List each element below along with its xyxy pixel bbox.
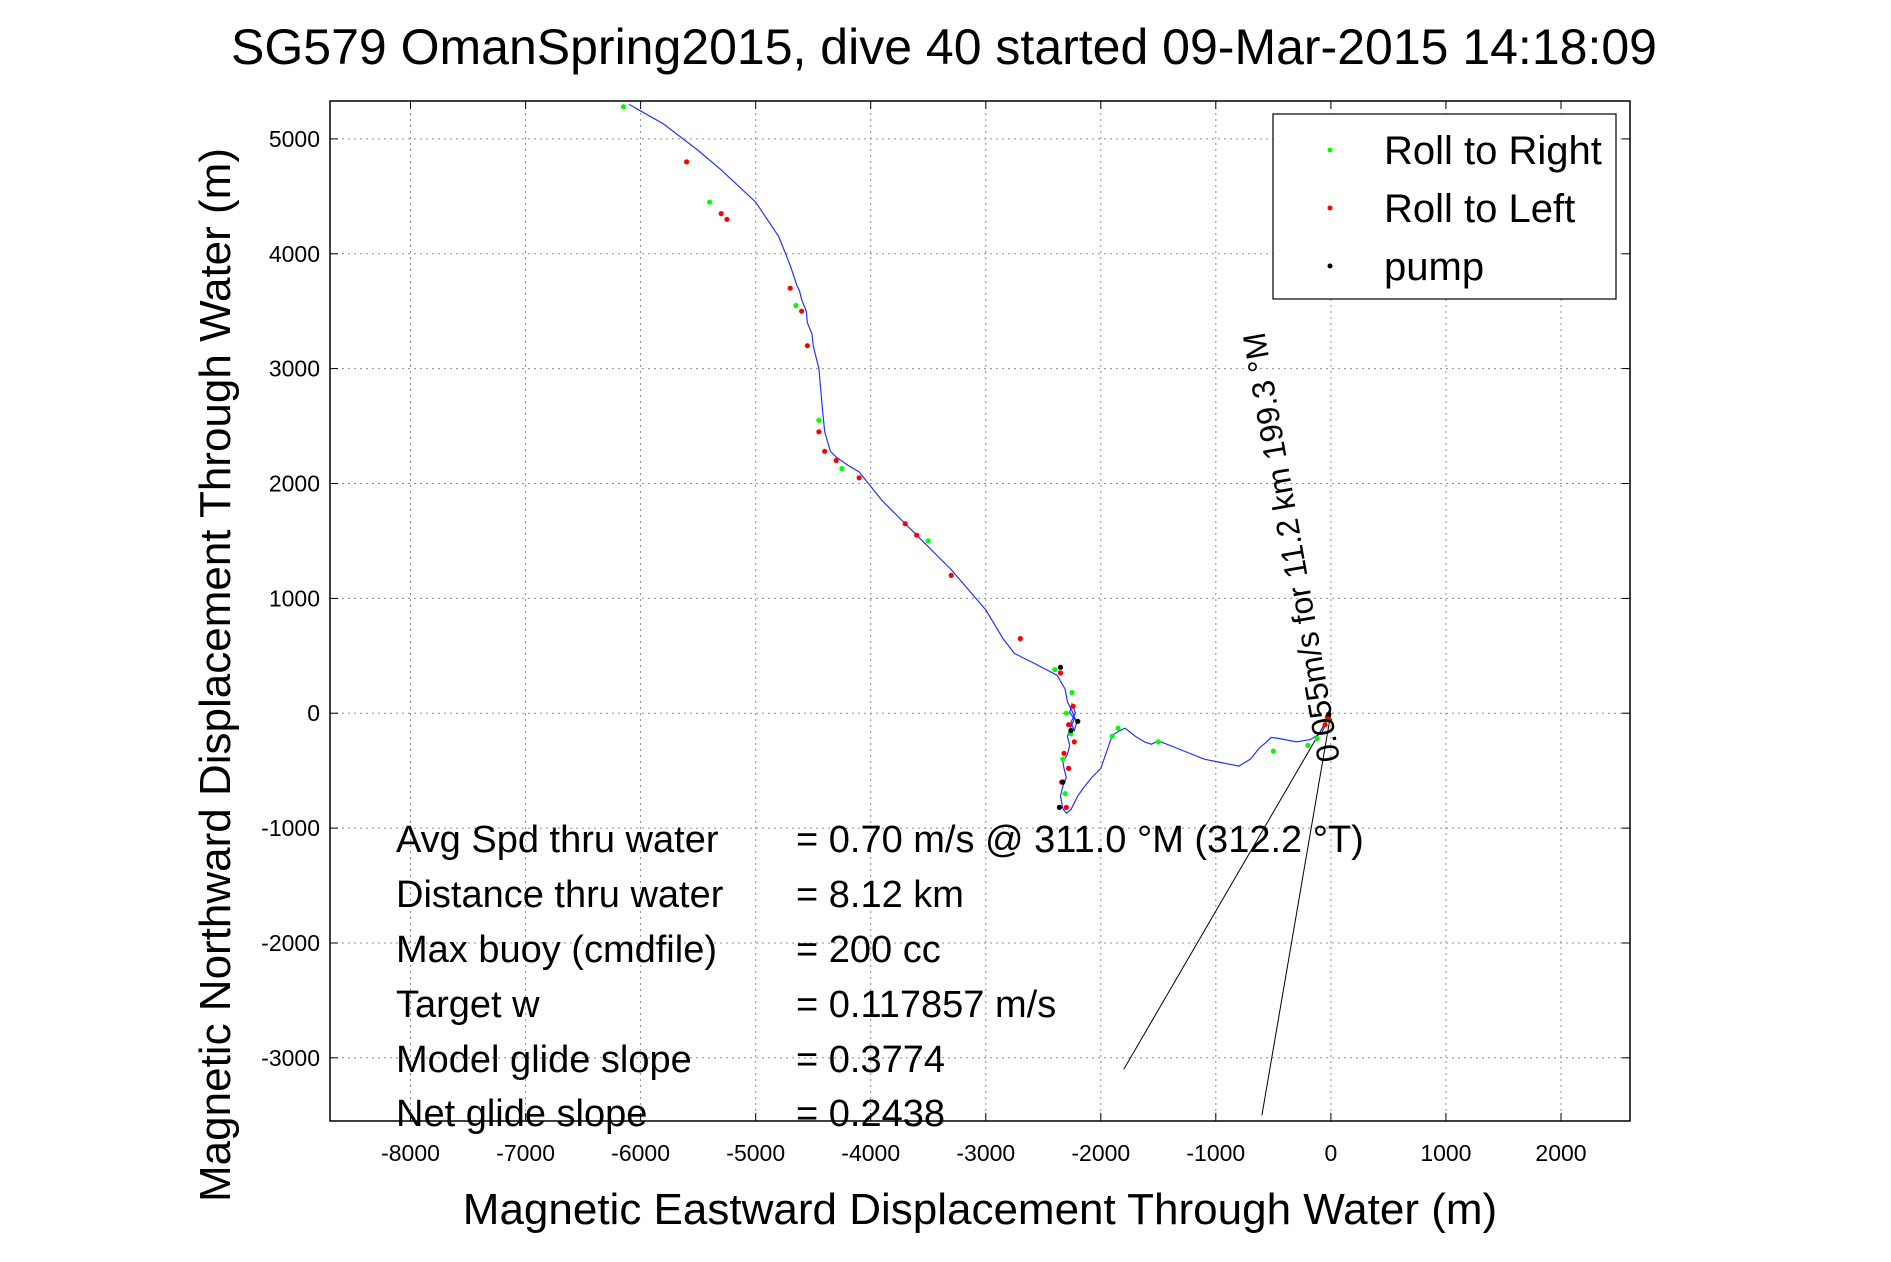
roll-right-marker (1155, 739, 1161, 745)
x-tick-label: -8000 (381, 1140, 440, 1166)
stat-value-max-buoy: = 200 cc (796, 929, 941, 971)
roll-left-marker (724, 216, 730, 222)
roll-left-marker (856, 475, 862, 481)
roll-left-marker (1066, 722, 1072, 728)
chart-title: SG579 OmanSpring2015, dive 40 started 09… (231, 19, 1657, 75)
roll-left-marker (833, 457, 839, 464)
current-annotation: 0.055m/s for 11.2 km 199.3 °M (1236, 330, 1347, 765)
stat-value-avg-speed: = 0.70 m/s @ 311.0 °M (312.2 °T) (796, 819, 1364, 861)
glider-track-line (628, 103, 1332, 815)
x-axis-label: Magnetic Eastward Displacement Through W… (463, 1185, 1497, 1234)
x-tick-label: 0 (1325, 1140, 1338, 1166)
legend-marker-roll-right (1327, 147, 1333, 153)
roll-right-marker (1270, 748, 1276, 754)
roll-left-marker (1322, 722, 1328, 728)
legend-marker-roll-left (1327, 205, 1333, 211)
roll-right-marker (1060, 756, 1066, 762)
roll-left-marker (1057, 670, 1064, 676)
x-tick-label: -3000 (956, 1140, 1015, 1166)
stat-value-model-glide: = 0.3774 (796, 1039, 945, 1081)
legend-label-pump: pump (1384, 245, 1484, 289)
roll-left-marker (799, 308, 805, 314)
roll-left-marker (1327, 717, 1333, 723)
axis-ticks: -8000 -7000 -6000 -5000 -4000 -3000 -2000 -1000… (261, 101, 1630, 1166)
roll-left-marker (816, 429, 822, 435)
y-axis-label: Magnetic Northward Displacement Through … (191, 148, 240, 1202)
y-tick-label: 0 (307, 700, 320, 726)
stat-label-net-glide: Net glide slope (396, 1093, 647, 1135)
roll-left-marker (787, 285, 793, 291)
x-tick-label: -6000 (611, 1140, 670, 1166)
legend-label-roll-left: Roll to Left (1384, 187, 1575, 231)
pump-marker (1075, 718, 1081, 724)
stat-label-model-glide: Model glide slope (396, 1039, 692, 1081)
y-tick-label: 2000 (269, 471, 320, 497)
pump-marker (1057, 664, 1064, 670)
stat-label-distance: Distance thru water (396, 874, 724, 916)
roll-right-marker (816, 417, 822, 423)
roll-left-marker (1071, 739, 1077, 745)
x-tick-label: 1000 (1420, 1140, 1471, 1166)
x-tick-label: -2000 (1071, 1140, 1130, 1166)
legend-label-roll-right: Roll to Right (1384, 129, 1602, 173)
stat-value-net-glide: = 0.2438 (796, 1093, 945, 1135)
stat-label-max-buoy: Max buoy (cmdfile) (396, 929, 717, 971)
y-tick-label: 3000 (269, 356, 320, 382)
roll-right-marker (839, 466, 845, 472)
roll-left-marker (914, 532, 920, 538)
depth-averaged-current-lines (1123, 712, 1332, 1116)
x-tick-label: -1000 (1186, 1140, 1245, 1166)
roll-right-marker (620, 104, 627, 110)
legend: Roll to Right Roll to Left pump (1272, 113, 1617, 300)
x-tick-label: -5000 (726, 1140, 785, 1166)
roll-right-marker (1115, 725, 1121, 731)
roll-and-pump-markers (620, 104, 1333, 811)
legend-marker-pump (1327, 263, 1333, 269)
x-tick-label: -7000 (496, 1140, 555, 1166)
plot-frame (329, 100, 1631, 1122)
roll-right-marker (1314, 735, 1320, 742)
y-tick-label: -2000 (261, 930, 320, 956)
roll-left-marker (718, 211, 724, 217)
pump-marker (1326, 711, 1332, 718)
y-tick-label: 1000 (269, 585, 320, 611)
roll-right-marker (1062, 791, 1068, 797)
pump-marker (1068, 727, 1074, 734)
current-vector-line (1261, 713, 1332, 1116)
x-tick-label: -4000 (841, 1140, 900, 1166)
roll-left-marker (684, 159, 690, 165)
roll-right-marker (1305, 742, 1311, 749)
dive-statistics: Avg Spd thru water = 0.70 m/s @ 311.0 °M… (396, 819, 1364, 1135)
stat-value-distance: = 8.12 km (796, 874, 964, 916)
y-tick-label: -1000 (261, 815, 320, 841)
stat-label-target-w: Target w (396, 984, 540, 1026)
x-tick-label: 2000 (1535, 1140, 1586, 1166)
y-tick-label: 4000 (269, 241, 320, 267)
roll-left-marker (948, 572, 954, 579)
pump-marker (1056, 804, 1062, 811)
roll-right-marker (1052, 667, 1058, 673)
roll-left-marker (822, 448, 828, 454)
stat-value-target-w: = 0.117857 m/s (796, 984, 1056, 1026)
pump-marker (1060, 779, 1066, 785)
roll-right-marker (1069, 690, 1075, 696)
roll-left-marker (902, 521, 908, 527)
roll-left-marker (1061, 750, 1067, 757)
roll-right-marker (1109, 733, 1115, 739)
current-vector-line (1123, 712, 1332, 1070)
roll-right-marker (707, 199, 713, 205)
roll-left-marker (804, 343, 811, 349)
y-tick-label: -3000 (261, 1045, 320, 1071)
roll-right-marker (1063, 710, 1069, 716)
roll-right-marker (793, 302, 799, 309)
y-tick-label: 5000 (269, 126, 320, 152)
stat-label-avg-speed: Avg Spd thru water (396, 819, 719, 861)
roll-left-marker (1017, 636, 1023, 642)
roll-left-marker (1063, 804, 1069, 811)
roll-right-marker (925, 538, 931, 544)
roll-left-marker (1070, 703, 1076, 709)
roll-left-marker (1066, 765, 1072, 772)
